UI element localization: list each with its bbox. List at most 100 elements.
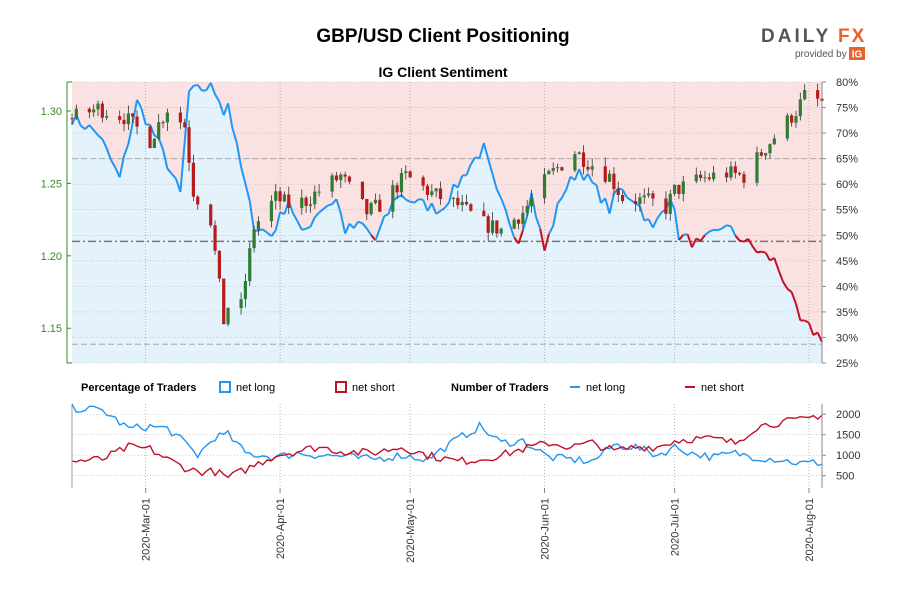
net-long-line-segment bbox=[647, 218, 654, 229]
candle-down bbox=[87, 108, 91, 113]
count-tick-label: 1500 bbox=[836, 430, 860, 442]
net-long-line-segment bbox=[110, 159, 117, 169]
candle-up bbox=[165, 112, 169, 123]
net-long-line-segment bbox=[717, 227, 723, 232]
legend-number-heading: Number of Traders bbox=[451, 382, 549, 394]
candle-up bbox=[573, 154, 577, 171]
net-long-line-segment bbox=[478, 142, 485, 159]
candle-up bbox=[646, 193, 651, 196]
candle-up bbox=[499, 228, 503, 234]
net-long-line-segment bbox=[365, 227, 372, 236]
candle-up bbox=[308, 204, 313, 206]
net-long-line-segment bbox=[201, 89, 207, 92]
net-long-line-segment bbox=[209, 82, 216, 95]
candle-up bbox=[712, 172, 716, 180]
net-short-line-segment bbox=[739, 239, 745, 243]
net-long-line-segment bbox=[88, 124, 95, 131]
candle-down bbox=[421, 177, 425, 186]
net-long-line-segment bbox=[491, 173, 498, 190]
net-long-line-segment bbox=[587, 173, 594, 183]
candle-down bbox=[196, 196, 200, 205]
candle-up bbox=[512, 219, 516, 229]
net-long-line-segment bbox=[573, 168, 581, 181]
net-long-line-segment bbox=[608, 193, 615, 214]
candle-down bbox=[738, 172, 742, 175]
net-long-line-segment bbox=[638, 206, 646, 221]
candle-down bbox=[612, 173, 616, 190]
candle-down bbox=[677, 184, 681, 194]
net-short-line-segment bbox=[747, 238, 754, 247]
net-long-line-segment bbox=[422, 199, 429, 212]
net-long-line-segment bbox=[240, 166, 247, 185]
candle-down bbox=[620, 194, 625, 202]
net-long-line-segment bbox=[222, 103, 230, 116]
net-long-line-segment bbox=[140, 107, 147, 125]
net-long-line-segment bbox=[418, 198, 424, 201]
sentiment-tick-label: 40% bbox=[836, 281, 858, 293]
net-long-line-segment bbox=[309, 216, 316, 228]
candle-up bbox=[369, 203, 373, 215]
net-long-line-segment bbox=[565, 176, 572, 190]
candle-down bbox=[456, 197, 460, 206]
count-tick-label: 2000 bbox=[836, 409, 860, 421]
candle-down bbox=[733, 166, 737, 173]
candle-down bbox=[516, 219, 521, 224]
net-long-line-segment bbox=[361, 222, 368, 230]
ig-badge bbox=[849, 47, 865, 60]
net-long-line-segment bbox=[149, 124, 156, 136]
candle-down bbox=[278, 191, 282, 202]
candle-up bbox=[785, 115, 789, 139]
ig-badge-text: IG bbox=[852, 50, 863, 61]
candle-down bbox=[287, 194, 291, 208]
candle-up bbox=[794, 116, 798, 123]
candle-down bbox=[213, 225, 217, 251]
net-short-line-segment bbox=[764, 252, 771, 261]
date-tick-label: 2020-Aug-01 bbox=[804, 498, 816, 562]
net-long-line-segment bbox=[292, 212, 299, 222]
candle-up bbox=[434, 188, 438, 192]
sentiment-tick-label: 35% bbox=[836, 307, 858, 319]
candle-up bbox=[269, 200, 274, 222]
net-long-area bbox=[72, 82, 822, 364]
candle-down bbox=[187, 127, 191, 163]
candle-down bbox=[347, 176, 352, 182]
net-long-line-segment bbox=[296, 220, 303, 231]
logo-daily: DAILY bbox=[761, 26, 831, 47]
candle-up bbox=[772, 138, 776, 145]
net-long-line-segment bbox=[205, 82, 212, 91]
candle-up bbox=[243, 281, 248, 300]
net-long-line-segment bbox=[301, 227, 307, 231]
net-short-line-segment bbox=[773, 257, 780, 271]
candle-up bbox=[673, 184, 677, 194]
candle-up bbox=[529, 198, 534, 207]
candle-down bbox=[360, 181, 365, 200]
net-long-line-segment bbox=[193, 83, 198, 87]
candle-up bbox=[92, 109, 96, 113]
net-short-line-segment bbox=[777, 269, 784, 283]
net-short-count-line bbox=[71, 414, 823, 479]
net-short-line-segment bbox=[786, 287, 793, 293]
net-long-line-segment bbox=[270, 229, 277, 237]
candle-down bbox=[191, 162, 195, 197]
net-long-line-segment bbox=[80, 124, 86, 130]
net-long-line-segment bbox=[469, 156, 477, 165]
net-short-line-segment bbox=[751, 245, 758, 254]
net-long-line-segment bbox=[426, 202, 433, 212]
candle-up bbox=[798, 99, 802, 117]
net-long-line-segment bbox=[248, 200, 256, 231]
net-long-line-segment bbox=[227, 103, 234, 129]
net-short-line-segment bbox=[756, 250, 762, 254]
candle-down bbox=[135, 116, 139, 127]
net-long-line-segment bbox=[105, 147, 112, 161]
candle-up bbox=[404, 171, 408, 174]
top-gridlines bbox=[72, 81, 822, 364]
net-short-line-segment bbox=[695, 237, 702, 242]
candle-down bbox=[742, 174, 746, 183]
candle-up bbox=[729, 166, 733, 178]
logo-fx: FX bbox=[838, 26, 866, 47]
sentiment-tick-label: 45% bbox=[836, 256, 858, 268]
candle-down bbox=[131, 113, 135, 117]
candle-down bbox=[378, 199, 382, 212]
net-long-line-segment bbox=[400, 194, 407, 201]
candle-up bbox=[430, 191, 434, 195]
